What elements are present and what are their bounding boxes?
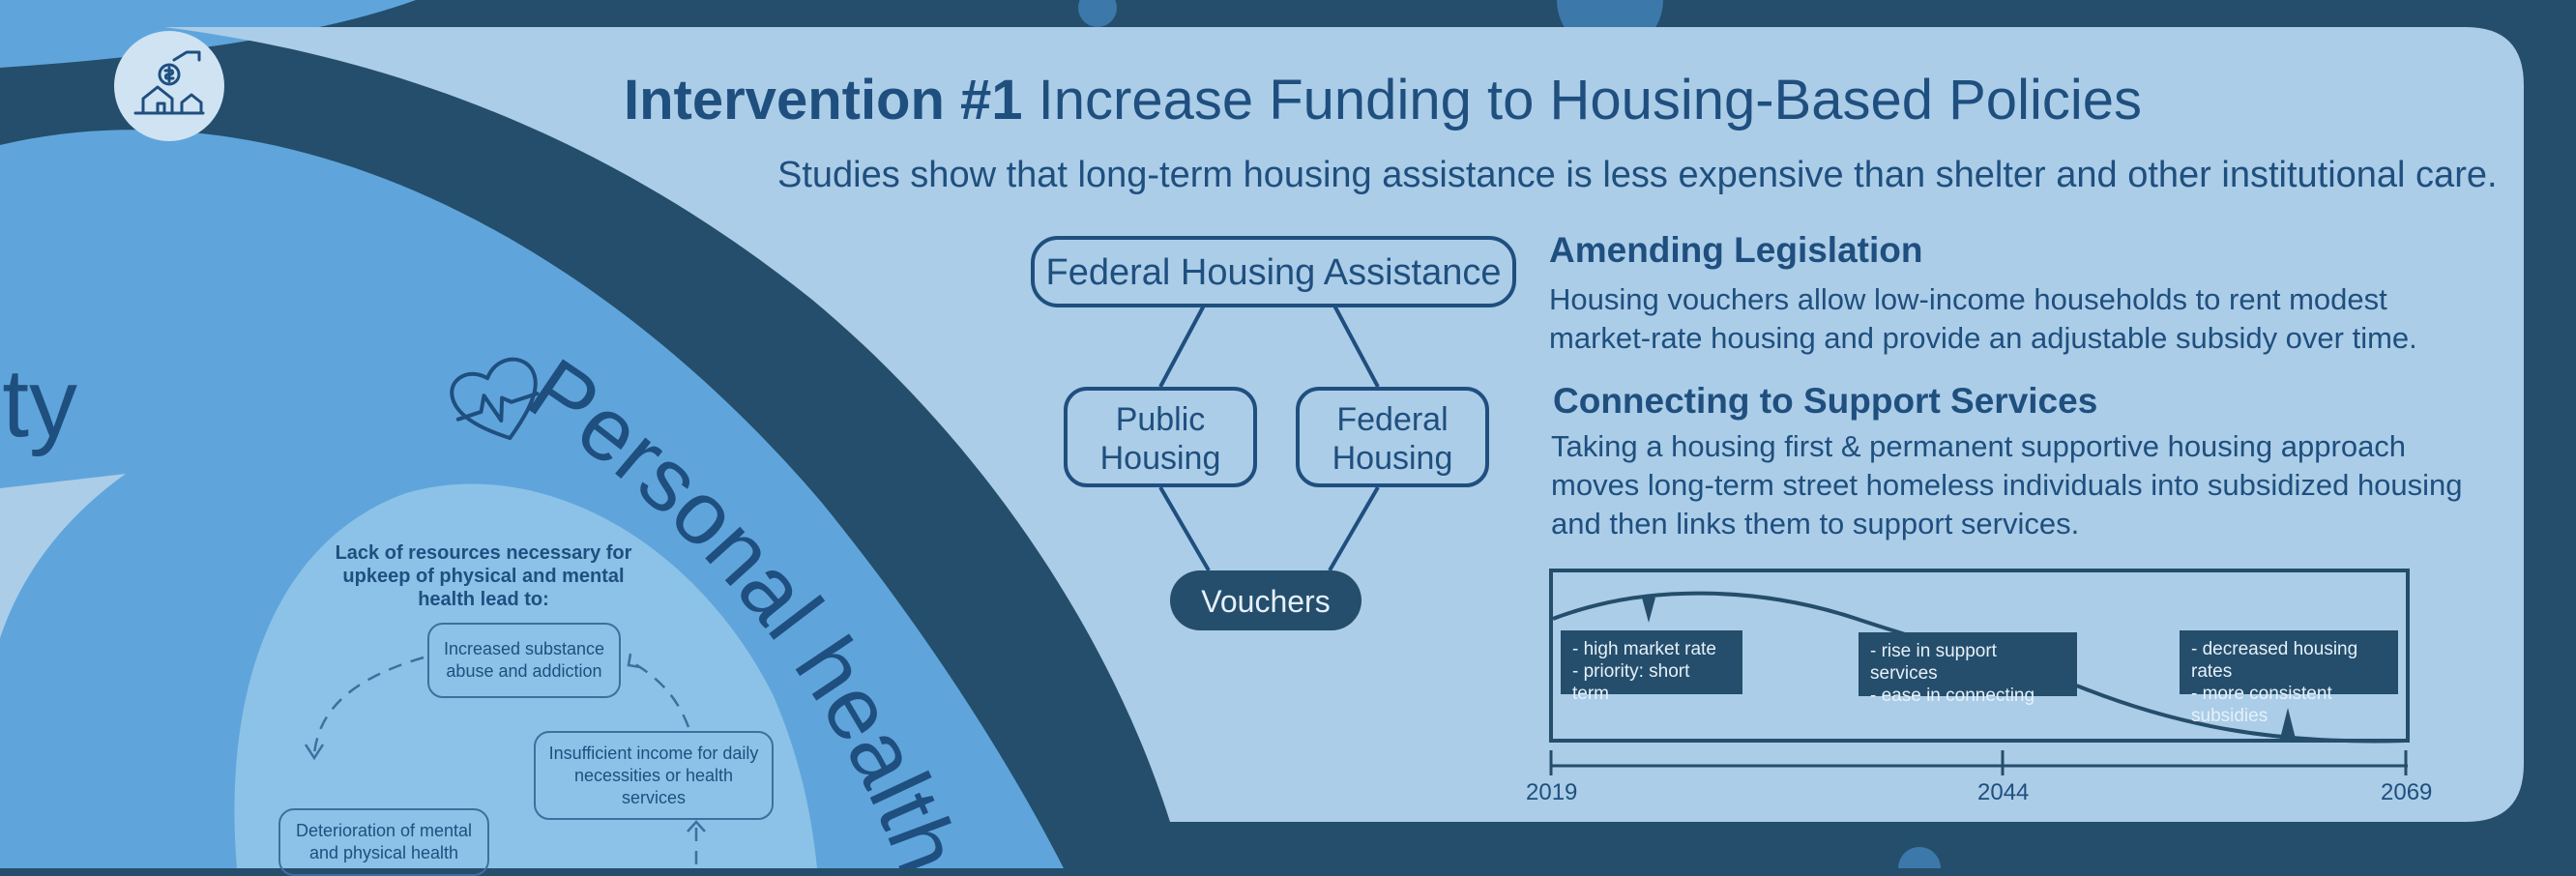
edge-root-right xyxy=(1332,305,1380,388)
cycle-node-deterioration: Deterioration of mental and physical hea… xyxy=(278,808,489,876)
node-right-box xyxy=(1296,387,1489,487)
decor-dot xyxy=(1898,847,1941,868)
cycle-node-income: Insufficient income for daily necessitie… xyxy=(534,731,774,820)
cycle-arrow-right xyxy=(629,659,690,728)
timeline-label-2-line-1: - rise in support services xyxy=(1870,641,1997,684)
node-left-box xyxy=(1064,387,1257,487)
timeline-label-1-line-2: - priority: short term xyxy=(1572,661,1690,704)
edge-left-leaf xyxy=(1158,485,1211,572)
left-lobe xyxy=(0,474,126,638)
section-heading-legislation: Amending Legislation xyxy=(1549,230,1923,270)
timeline-marker-1 xyxy=(1642,598,1655,623)
timeline-marker-3 xyxy=(2280,708,2296,739)
heart-pulse-icon xyxy=(450,357,540,441)
timeline-label-3-line-1: - decreased housing rates xyxy=(2191,639,2358,682)
section-body-support: Taking a housing first & permanent suppo… xyxy=(1551,429,2463,540)
node-right-line2: Housing xyxy=(1332,440,1453,477)
timeline-tick-label-2: 2044 xyxy=(1977,779,2030,805)
top-left-sliver xyxy=(0,0,416,68)
cycle-blob xyxy=(234,483,817,868)
partial-word: ity xyxy=(0,349,77,457)
cycle-heading: Lack of resources necessary for upkeep o… xyxy=(335,542,632,610)
cycle-arrow-left xyxy=(312,656,424,755)
funding-icon-badge xyxy=(114,31,224,141)
node-root-label: Federal Housing Assistance xyxy=(1045,252,1501,293)
timeline-tick-label-1: 2019 xyxy=(1526,779,1578,805)
node-left-line2: Housing xyxy=(1100,440,1221,477)
timeline-tick-label-3: 2069 xyxy=(2381,779,2433,805)
timeline-label-1: - high market rate - priority: short ter… xyxy=(1561,630,1742,704)
node-root-box xyxy=(1031,236,1516,307)
timeline-label-3-line-2: - more consistent subsidies xyxy=(2191,684,2332,726)
node-leaf-pill xyxy=(1170,570,1361,630)
timeline-label-2-line-2: - ease in connecting xyxy=(1870,686,2035,706)
page-subtitle: Studies show that long-term housing assi… xyxy=(777,155,2498,195)
timeline-label-2: - rise in support services - ease in con… xyxy=(1859,632,2077,706)
page-title: Intervention #1 Increase Funding to Hous… xyxy=(624,68,2190,132)
section-body-legislation: Housing vouchers allow low-income househ… xyxy=(1549,282,2417,355)
timeline-label-1-line-1: - high market rate xyxy=(1572,639,1716,659)
hand-dollar-house-icon xyxy=(133,50,205,115)
hierarchy-diagram: Federal Housing Assistance Public Housin… xyxy=(1031,236,1516,630)
node-left-line1: Public xyxy=(1116,401,1206,438)
timeline-frame xyxy=(1549,569,2410,743)
decor-dot xyxy=(1078,0,1117,27)
title-rest: Increase Funding to Housing-Based Polici… xyxy=(1038,69,2142,131)
node-right-line1: Federal xyxy=(1336,401,1448,438)
cycle-node-substance: Increased substance abuse and addiction xyxy=(427,623,621,698)
node-leaf-label: Vouchers xyxy=(1201,584,1330,619)
edge-root-left xyxy=(1158,305,1206,388)
edge-right-leaf xyxy=(1328,485,1380,572)
section-heading-support: Connecting to Support Services xyxy=(1553,381,2098,421)
title-bold: Intervention #1 xyxy=(624,69,1023,131)
timeline-label-3: - decreased housing rates - more consist… xyxy=(2180,630,2398,726)
cycle-arrows xyxy=(304,653,706,868)
